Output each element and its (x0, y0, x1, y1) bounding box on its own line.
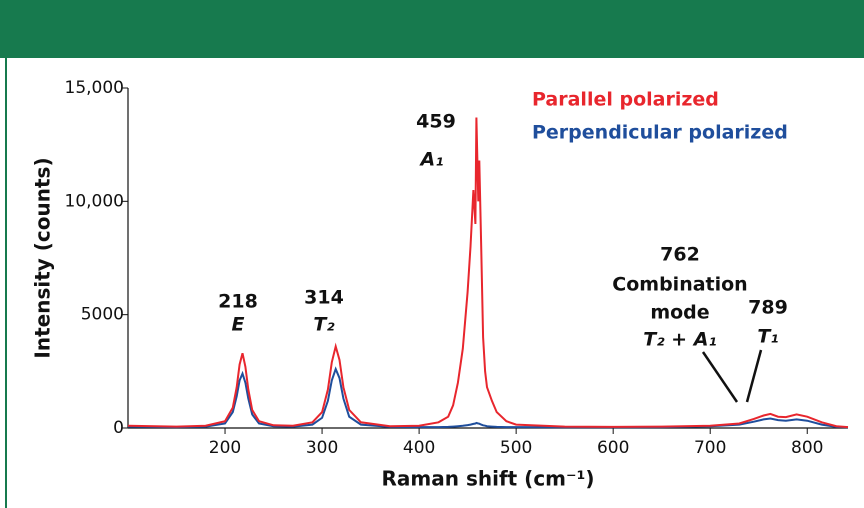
x-tick-label: 300 (306, 438, 338, 458)
annotation: 314 (304, 287, 344, 309)
x-tick-label: 200 (209, 438, 241, 458)
x-axis-label: Raman shift (cm⁻¹) (382, 467, 595, 491)
header-band (0, 0, 864, 58)
y-tick-label: 10,000 (65, 191, 124, 211)
annotation-pointer (701, 351, 739, 403)
annotation: T₂ (313, 314, 335, 336)
annotation: T₂ + A₁ (643, 329, 716, 351)
y-tick-label: 15,000 (65, 78, 124, 98)
y-tick-label: 0 (113, 418, 124, 438)
annotation: T₁ (757, 326, 778, 348)
x-tick-label: 600 (597, 438, 629, 458)
legend-entry: Parallel polarized (532, 89, 719, 111)
annotation-pointer (745, 349, 763, 403)
annotation: 762 (660, 244, 700, 266)
x-tick-label: 800 (791, 438, 823, 458)
x-tick-label: 400 (403, 438, 435, 458)
annotation: 218 (218, 291, 258, 313)
y-tick-label: 5000 (81, 305, 124, 325)
annotation: mode (650, 302, 709, 324)
legend-entry: Perpendicular polarized (532, 122, 788, 144)
series-line (127, 366, 849, 429)
annotation: E (232, 314, 245, 336)
y-axis-label: Intensity (counts) (31, 157, 55, 358)
annotation: A₁ (418, 149, 443, 171)
left-border (5, 58, 7, 508)
series-line (127, 117, 849, 429)
annotation: 459 (416, 111, 456, 133)
x-tick-label: 500 (500, 438, 532, 458)
annotation: Combination (612, 274, 747, 296)
annotation: 789 (748, 297, 788, 319)
x-tick-label: 700 (694, 438, 726, 458)
